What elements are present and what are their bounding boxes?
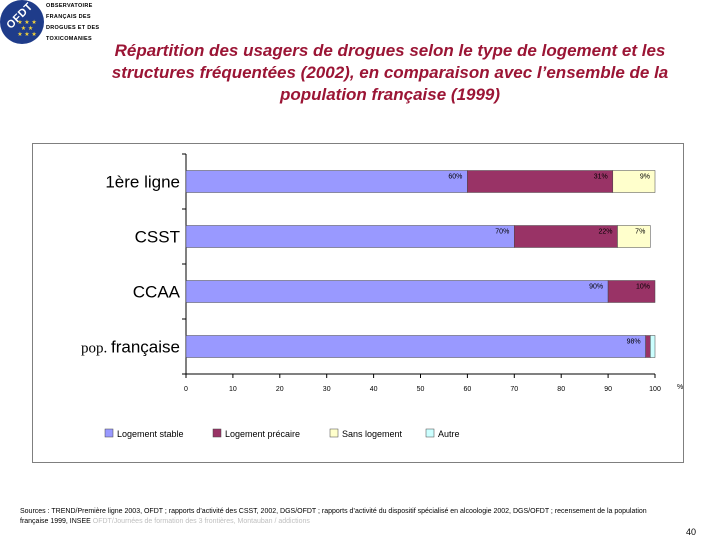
legend-label: Autre xyxy=(438,429,460,439)
x-tick-label: 0 xyxy=(184,386,188,393)
category-label: CSST xyxy=(135,228,180,247)
data-label: 9% xyxy=(640,174,650,181)
bar-segment xyxy=(185,280,609,303)
data-label: 90% xyxy=(589,284,603,291)
ofdt-logo-emblem: OFDT ★ ★ ★ ★ ★ ★ ★ ★ xyxy=(0,0,44,44)
legend-swatch xyxy=(329,428,339,438)
bar-segment xyxy=(607,280,656,303)
logo-line: DROGUES ET DES xyxy=(46,25,100,31)
bar-segment xyxy=(467,170,614,193)
slide-title: Répartition des usagers de drogues selon… xyxy=(111,41,669,104)
bar-segment xyxy=(185,225,515,248)
x-unit-label: % xyxy=(677,384,683,391)
bar-segment xyxy=(612,170,656,193)
x-tick-label: 60 xyxy=(464,386,472,393)
bar-segment xyxy=(185,170,468,193)
category-label: CCAA xyxy=(133,283,181,302)
legend-label: Sans logement xyxy=(342,429,403,439)
data-label: 70% xyxy=(495,229,509,236)
ofdt-logo: OFDT ★ ★ ★ ★ ★ ★ ★ ★ OBSERVATOIRE FRANÇAIS… xyxy=(0,0,128,48)
x-tick-label: 30 xyxy=(323,386,331,393)
data-label: 7% xyxy=(635,229,645,236)
bar-segment xyxy=(645,335,651,358)
logo-line: OBSERVATOIRE xyxy=(46,3,93,9)
logo-line: FRANÇAIS DES xyxy=(46,14,91,20)
legend-swatch xyxy=(425,428,435,438)
x-tick-label: 90 xyxy=(604,386,612,393)
category-label: pop. française xyxy=(81,338,180,357)
category-label: 1ère ligne xyxy=(105,173,180,192)
x-tick-label: 40 xyxy=(370,386,378,393)
bar-segment xyxy=(185,335,646,358)
data-label: 60% xyxy=(448,174,462,181)
legend-label: Logement précaire xyxy=(225,429,300,439)
data-label: 10% xyxy=(636,284,650,291)
stacked-bar-chart: 0 10 20 30 40 50 60 70 80 90 100 % 1ère ligne 60% 31% 9… xyxy=(81,153,683,439)
x-tick-label: 70 xyxy=(510,386,518,393)
ofdt-logo-wordmark: OBSERVATOIRE FRANÇAIS DES DROGUES ET DES… xyxy=(46,1,99,45)
x-tick-label: 80 xyxy=(557,386,565,393)
logo-line: TOXICOMANIES xyxy=(46,36,92,42)
chart-frame: 0 10 20 30 40 50 60 70 80 90 100% 1ère ligne 60% 31% 9… xyxy=(32,143,684,463)
x-tick-label: 20 xyxy=(276,386,284,393)
bar-segment xyxy=(617,225,651,248)
legend-swatch xyxy=(104,428,114,438)
sources-text: Sources : TREND/Première ligne 2003, OFD… xyxy=(20,508,647,525)
x-tick-label: 10 xyxy=(229,386,237,393)
legend-label: Logement stable xyxy=(117,429,184,439)
data-label: 31% xyxy=(594,174,608,181)
x-tick-label: 100 xyxy=(649,386,661,393)
bar-segment xyxy=(650,335,656,358)
sources-note: Sources : TREND/Première ligne 2003, OFD… xyxy=(20,507,660,527)
page-number: 40 xyxy=(685,527,696,537)
data-label: 98% xyxy=(627,339,641,346)
data-label: 22% xyxy=(598,229,612,236)
eu-stars-icon: ★ ★ ★ ★ ★ ★ ★ ★ xyxy=(17,20,37,38)
footer-text: OFDT/Journées de formation des 3 frontiè… xyxy=(92,518,310,525)
legend-swatch xyxy=(212,428,222,438)
x-tick-label: 50 xyxy=(417,386,425,393)
